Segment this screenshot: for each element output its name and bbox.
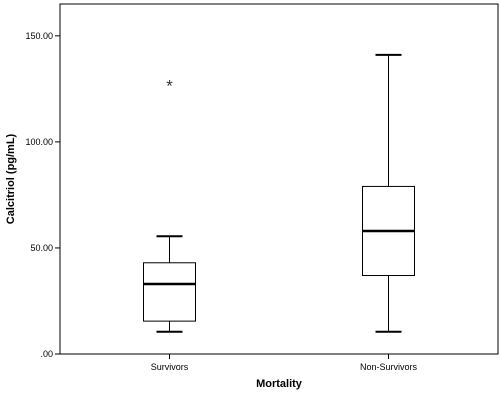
x-tick-label: Non-Survivors bbox=[360, 362, 418, 372]
y-tick-label: 150.00 bbox=[25, 31, 53, 41]
y-tick-label: 50.00 bbox=[30, 243, 53, 253]
box-survivors: * bbox=[143, 77, 196, 333]
y-axis: .00 50.00 100.00 150.00 bbox=[25, 31, 60, 359]
y-tick-label: .00 bbox=[40, 349, 53, 359]
interquartile-box bbox=[143, 262, 196, 322]
x-axis-title: Mortality bbox=[256, 378, 303, 390]
box-series: * bbox=[143, 53, 415, 333]
plot-area-frame bbox=[59, 3, 499, 355]
box-non-survivors bbox=[362, 53, 415, 333]
y-axis-title: Calcitriol (pg/mL) bbox=[5, 133, 17, 224]
outlier-marker: * bbox=[166, 77, 173, 96]
y-tick-label: 100.00 bbox=[25, 137, 53, 147]
x-axis: Survivors Non-Survivors bbox=[151, 354, 418, 372]
x-tick-label: Survivors bbox=[151, 362, 189, 372]
